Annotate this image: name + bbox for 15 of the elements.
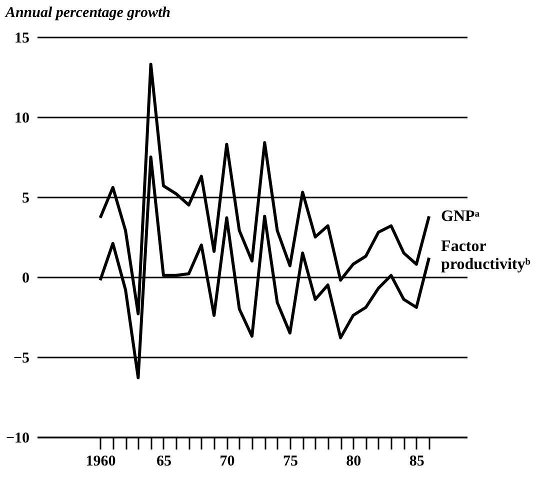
y-tick-label: 0	[22, 270, 30, 286]
y-tick-label: 10	[14, 110, 30, 126]
x-tick-label: 65	[156, 454, 172, 470]
x-tick-label: 80	[346, 454, 362, 470]
x-tick-label: 70	[220, 454, 235, 470]
y-tick-label: −5	[13, 350, 30, 366]
y-tick-label: −10	[6, 430, 30, 446]
y-tick-label: 15	[14, 30, 30, 46]
y-tick-label: 5	[22, 190, 30, 206]
x-tick-label: 1960	[86, 454, 116, 470]
x-tick-label: 75	[282, 454, 298, 470]
series-label: GNPᵃ	[441, 208, 480, 226]
series-label: Factor productivityᵇ	[441, 238, 530, 273]
chart-title: Annual percentage growth	[4, 5, 170, 21]
x-tick-label: 85	[409, 454, 424, 470]
